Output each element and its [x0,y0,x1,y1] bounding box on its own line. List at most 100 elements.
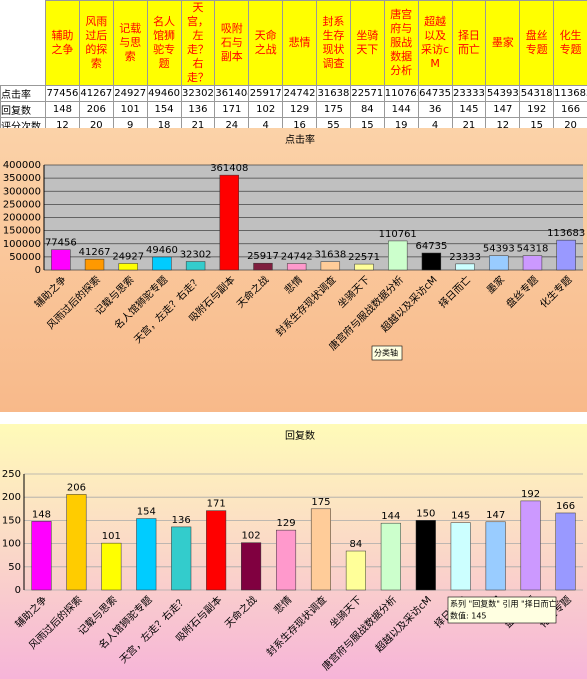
header-row: 辅助之争 风雨过后的探索 记载与思索 名人馆狮驼专题 天宫，左走？右走？ 吸附石与副本 天命… [0,0,587,86]
bar [520,500,541,591]
data-label: 24742 [281,252,313,263]
data-row: 点击率7745641267249274946032302361408259172… [0,85,587,102]
data-label: 22571 [348,252,380,263]
data-label: 166 [556,501,575,512]
bar [101,542,122,591]
data-label: 171 [207,499,226,510]
header-cell: 天命之战 [248,0,284,86]
bar [84,258,105,271]
y-tick-label: 200 [2,492,21,503]
y-tick-label: 350000 [3,173,41,184]
bar [556,239,576,271]
data-label: 102 [242,531,261,542]
bar [219,174,239,271]
bar [185,261,206,271]
data-label: 129 [276,518,295,529]
corner-cell [0,0,46,86]
y-tick-label: 100000 [3,239,41,250]
data-label: 136 [172,515,191,526]
bar [345,550,366,591]
data-label: 145 [451,511,470,522]
y-tick-label: 0 [15,585,21,596]
y-tick-label: 50 [8,562,21,573]
header-cell: 坐骑天下 [349,0,385,86]
tooltip-text: 分类轴 [374,348,398,358]
y-tick-label: 100 [2,539,21,550]
data-label: 49460 [146,245,178,256]
data-label: 84 [350,539,363,550]
header-cell: 化生专题 [553,0,587,86]
header-cell: 风雨过后的探索 [78,0,114,86]
y-tick-label: 250 [2,469,21,480]
bar [286,263,307,271]
data-label: 175 [311,497,330,508]
tooltip-box [447,596,557,624]
bar [455,263,475,271]
header-cell: 墨家 [485,0,521,86]
bar [450,522,471,591]
data-label: 101 [102,531,121,542]
header-cell: 择日而亡 [451,0,487,86]
bar [415,520,436,591]
bar [489,255,509,271]
bar [380,522,401,591]
bar [485,521,506,591]
data-row: 回复数 148 206 101 154 136 171 102 129 175 84 144 36 145… [0,101,587,118]
header-cell: 辅助之争 [45,0,80,86]
bar [152,256,172,271]
data-label: 154 [137,507,156,518]
bar [275,529,297,591]
bar [136,518,157,591]
data-label: 150 [416,508,435,519]
data-label: 147 [486,510,505,521]
bar [31,521,52,591]
y-tick-label: 200000 [3,213,41,224]
y-tick-label: 0 [35,265,41,276]
bar [171,526,192,591]
data-label: 144 [381,511,400,522]
header-cell: 天宫，左走？右走？ [180,0,216,86]
bar [522,255,543,271]
data-label: 192 [521,489,540,500]
y-tick-label: 50000 [9,252,41,263]
data-label: 113683 [547,228,585,239]
bar [388,240,408,271]
y-tick-label: 300000 [3,186,41,197]
data-table: 辅助之争 风雨过后的探索 记载与思索 名人馆狮驼专题 天宫，左走？右走？ 吸附石与副本 天命… [0,0,587,134]
y-tick-label: 400000 [3,160,41,171]
data-label: 54393 [483,244,515,255]
bar [206,510,227,591]
bar [421,252,442,271]
data-label: 54318 [517,244,549,255]
header-cell: 超越以及采访cM [417,0,453,86]
bar [118,263,138,271]
bar [310,508,332,591]
data-label: 25917 [247,251,279,262]
tooltip-text: 数值: 145 [450,611,487,621]
data-label: 41267 [79,247,111,258]
data-label: 77456 [45,238,77,249]
bar [253,262,273,271]
chart-title: 回复数 [285,429,315,442]
y-tick-label: 150 [2,515,21,526]
bar [354,263,374,271]
data-label: 32302 [180,250,212,261]
header-cell: 记载与思索 [112,0,148,86]
header-cell: 盘丝专题 [519,0,555,86]
data-label: 23333 [449,252,481,263]
bar [51,249,71,271]
chart-title: 点击率 [285,133,315,146]
data-label: 64735 [416,241,448,252]
bar [555,512,576,591]
data-label: 31638 [314,250,346,261]
y-tick-label: 150000 [3,226,41,237]
bar [320,261,341,271]
y-tick-label: 250000 [3,199,41,210]
data-label: 361408 [210,163,248,174]
data-label: 24927 [112,251,144,262]
header-cell: 吸附石与副本 [214,0,250,86]
data-label: 206 [67,482,86,493]
header-cell: 悲情 [282,0,317,86]
